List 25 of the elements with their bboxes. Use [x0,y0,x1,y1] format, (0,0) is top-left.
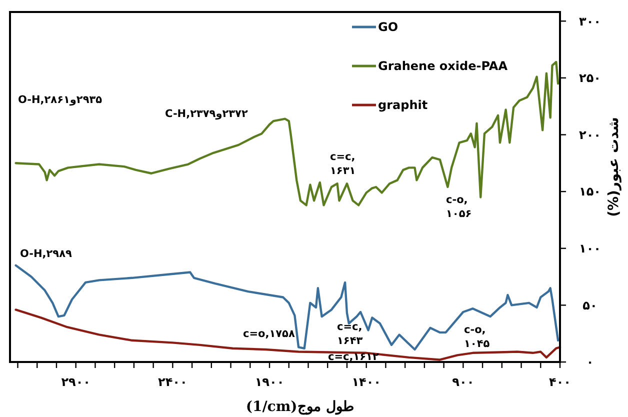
x-tick-label: ۹۰۰ [452,375,474,389]
annotation: C-H,۲۳۷۹و۲۳۷۲ [165,108,248,120]
y-tick-label: ۵۰ [582,298,598,312]
y-tick-label: ۳۰۰ [579,14,601,28]
legend-label: graphit [378,98,428,112]
annotation: O-H,۲۸۶۱و۲۹۳۵ [18,94,103,106]
line-series [14,264,560,351]
legend-label: GO [378,20,398,34]
line-series [14,308,562,361]
annotation: O-H,۲۹۸۹ [20,248,72,260]
y-tick-label: ۱۰۰ [579,242,601,256]
annotation: c=o,۱۷۵۸ [243,328,296,340]
y-tick-label: ۰ [586,355,594,370]
annotation: c=c,۱۶۱۲ [328,351,380,363]
y-tick-label: ۲۰۰ [579,128,601,142]
x-tick-label: ۲۹۰۰ [61,375,90,389]
legend-label: Grahene oxide-PAA [378,59,508,74]
x-tick-label: ۲۴۰۰ [158,375,188,389]
y-tick-label: ۲۵۰ [579,71,601,86]
y-tick-label: ۱۵۰ [579,184,601,199]
x-tick-label: ۴۰۰ [549,375,571,389]
y-axis-title: شدت عبور(%) [606,117,622,217]
x-tick-label: ۱۹۰۰ [254,375,284,389]
x-tick-label: ۱۴۰۰ [352,375,381,389]
line-series [14,60,560,206]
